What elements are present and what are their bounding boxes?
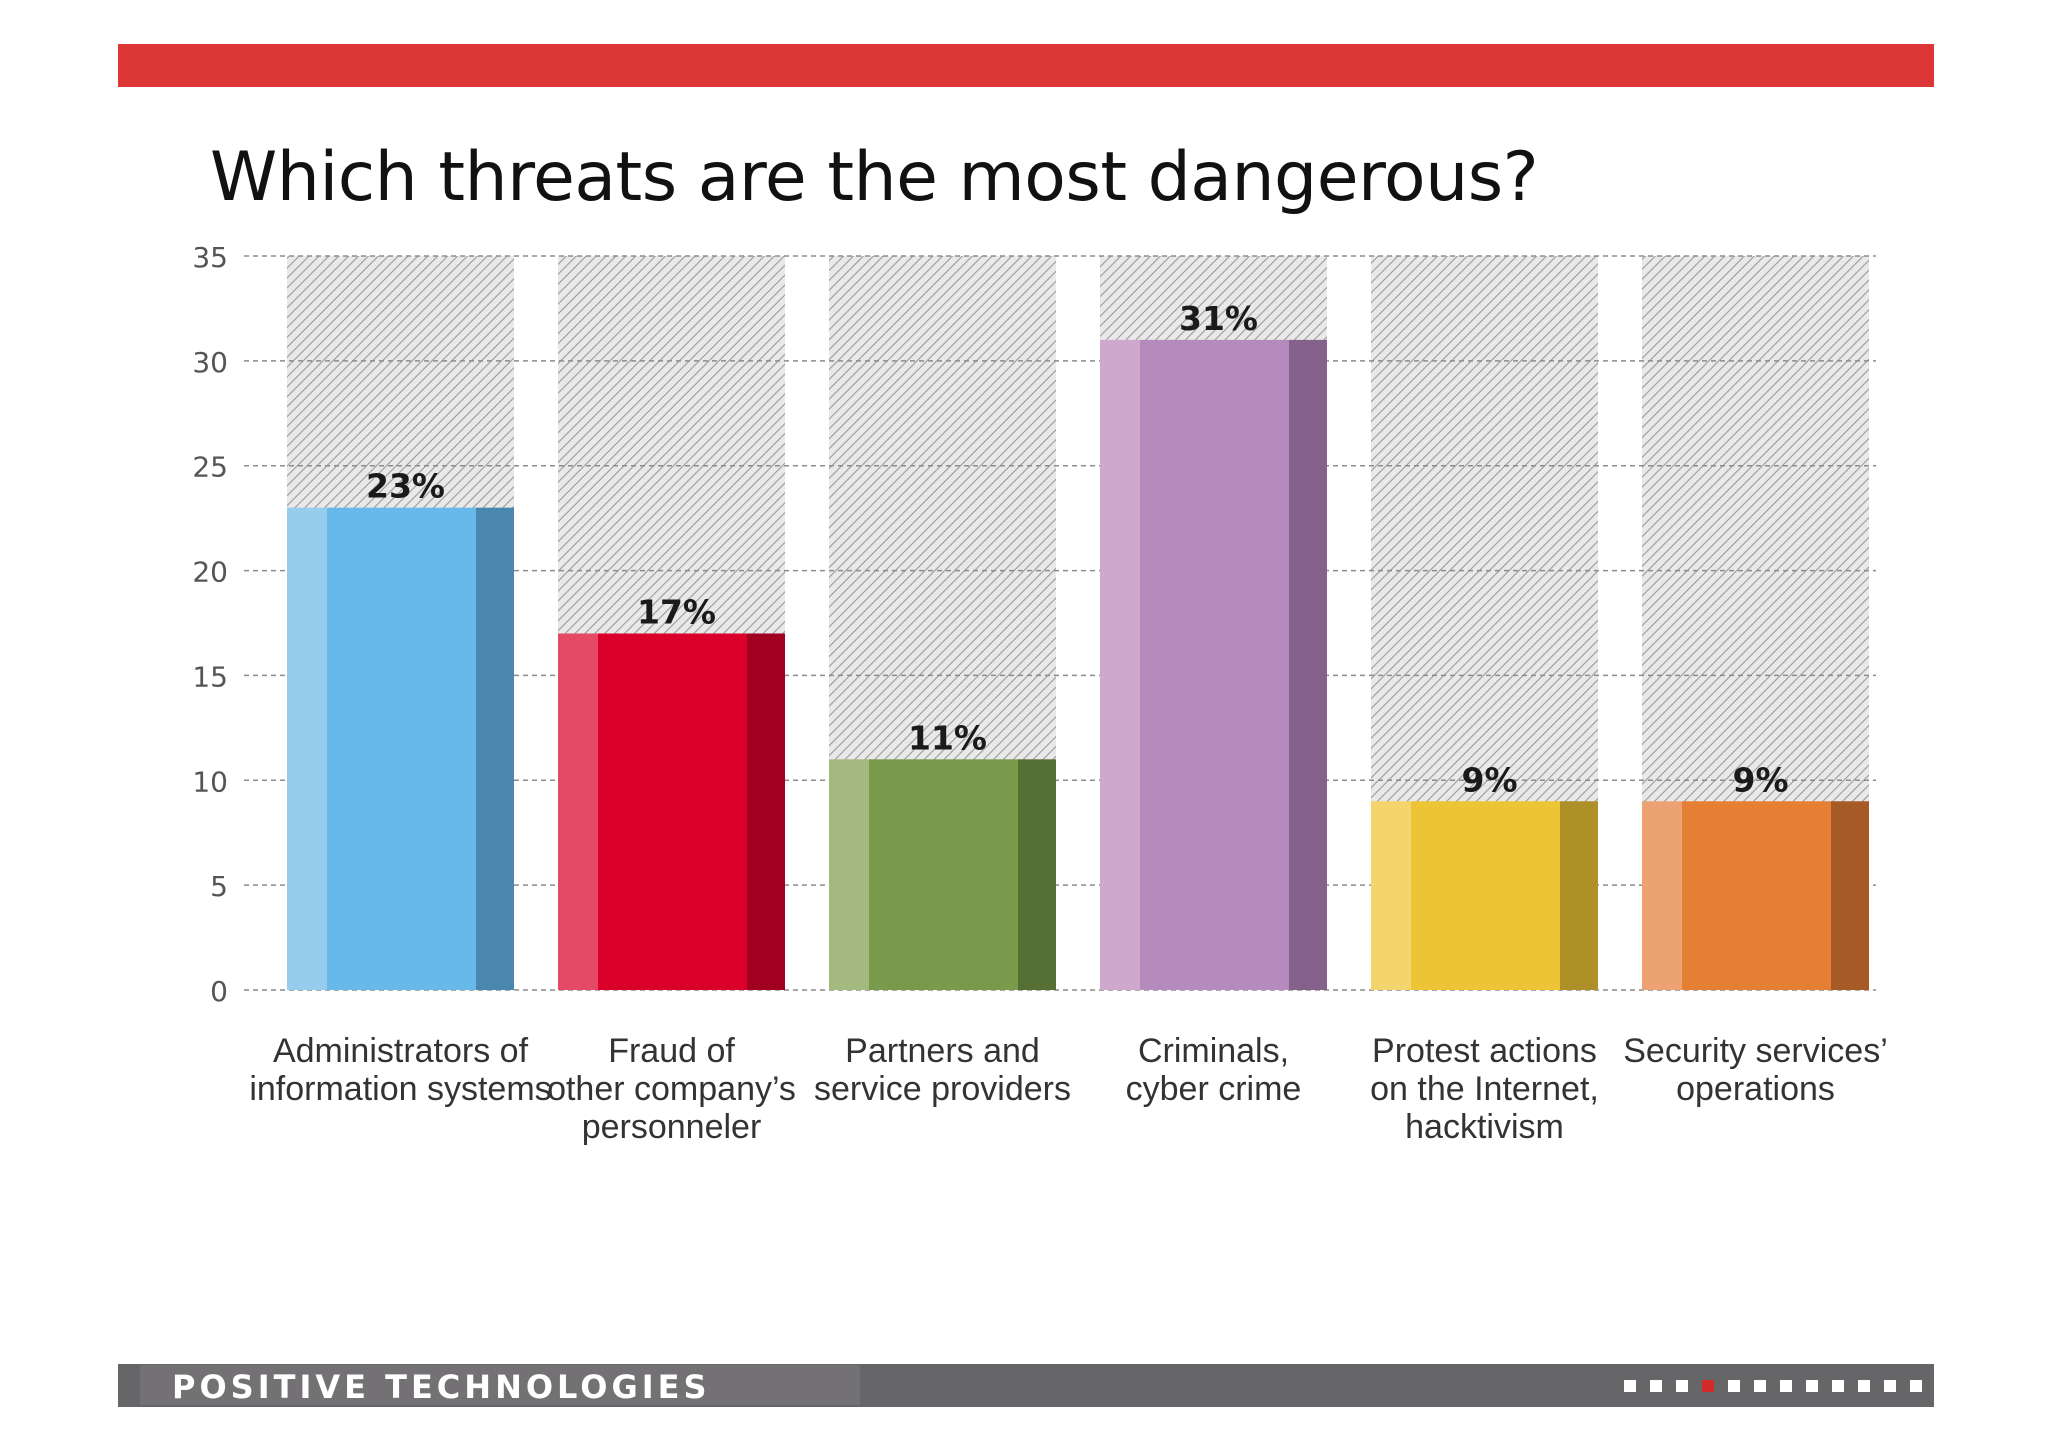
- bar: [287, 507, 514, 990]
- pager-dot: [1650, 1380, 1662, 1392]
- bar-face-dark: [1831, 801, 1869, 990]
- bar-face-dark: [1018, 759, 1056, 990]
- pager-dot: [1858, 1380, 1870, 1392]
- y-tick-label: 35: [192, 241, 228, 274]
- pager-dot: [1884, 1380, 1896, 1392]
- category-label-line: hacktivism: [1405, 1108, 1564, 1146]
- bar-face-light: [1100, 339, 1140, 990]
- footer-bar: POSITIVE TECHNOLOGIES: [118, 1364, 1934, 1407]
- bar: [1371, 801, 1598, 990]
- y-tick-label: 25: [192, 451, 228, 484]
- y-tick-label: 0: [210, 975, 228, 1008]
- data-label: 11%: [908, 718, 987, 757]
- bar-face-light: [1642, 801, 1682, 990]
- category-label-line: on the Internet,: [1370, 1070, 1599, 1108]
- category-label-line: Security services’: [1623, 1032, 1888, 1070]
- category-label-line: operations: [1676, 1070, 1835, 1108]
- pager-dot-current: [1702, 1380, 1714, 1392]
- data-label: 9%: [1461, 760, 1517, 799]
- category-label-line: Administrators of: [273, 1032, 529, 1070]
- category-label-line: personneler: [582, 1108, 762, 1146]
- y-tick-label: 10: [192, 765, 228, 798]
- pager-dot: [1780, 1380, 1792, 1392]
- data-label: 23%: [366, 467, 445, 506]
- category-label: Fraud of other company’s personneler: [547, 1032, 796, 1146]
- bar: [1100, 339, 1327, 990]
- category-label-line: cyber crime: [1126, 1070, 1302, 1108]
- pager-dot: [1754, 1380, 1766, 1392]
- bar-face-light: [558, 633, 598, 990]
- category-label: Protest actions on the Internet, hacktivis…: [1370, 1032, 1599, 1146]
- bar-face-light: [829, 759, 869, 990]
- bar-face-dark: [476, 507, 514, 990]
- bar-face-main: [869, 759, 1018, 990]
- category-label-line: Partners and: [845, 1032, 1040, 1070]
- bars: [287, 339, 1869, 990]
- bar-face-dark: [747, 633, 785, 990]
- bar: [558, 633, 785, 990]
- bar-face-light: [1371, 801, 1411, 990]
- bar-face-dark: [1560, 801, 1598, 990]
- y-tick-label: 30: [192, 346, 228, 379]
- category-label-line: information systems: [249, 1070, 551, 1108]
- pager-dot: [1676, 1380, 1688, 1392]
- category-label-line: Fraud of: [608, 1032, 735, 1070]
- category-label-line: other company’s: [547, 1070, 796, 1108]
- bar: [829, 759, 1056, 990]
- data-label: 17%: [637, 592, 716, 631]
- data-labels: 23% 17% 11% 31% 9% 9%: [366, 299, 1789, 799]
- bar-face-dark: [1289, 339, 1327, 990]
- chart-title: Which threats are the most dangerous?: [210, 138, 1539, 217]
- footer-logo-box: POSITIVE TECHNOLOGIES: [140, 1365, 860, 1406]
- y-tick-label: 20: [192, 556, 228, 589]
- bar-face-main: [598, 633, 747, 990]
- pager-dot: [1806, 1380, 1818, 1392]
- category-label-line: service providers: [814, 1070, 1071, 1108]
- category-label-line: Criminals,: [1138, 1032, 1289, 1070]
- y-axis-ticks: 0 5 10 15 20 25 30 35: [192, 241, 228, 1008]
- company-logo: POSITIVE TECHNOLOGIES: [172, 1368, 711, 1406]
- category-label-line: Protest actions: [1372, 1032, 1597, 1070]
- y-tick-label: 15: [192, 660, 228, 693]
- category-label: Partners and service providers: [814, 1032, 1071, 1108]
- bar-face-light: [287, 507, 327, 990]
- bar-face-main: [1682, 801, 1831, 990]
- pager-dot: [1728, 1380, 1740, 1392]
- gridlines: [244, 255, 1876, 991]
- category-label: Administrators of information systems: [249, 1032, 551, 1108]
- category-labels: Administrators of information systemsFrau…: [249, 1032, 1887, 1146]
- slide-pager: [1624, 1380, 1922, 1392]
- bar-face-main: [327, 507, 476, 990]
- bar-backgrounds: [287, 256, 1869, 990]
- data-label: 9%: [1732, 760, 1788, 799]
- bar-face-main: [1411, 801, 1560, 990]
- pager-dot: [1624, 1380, 1636, 1392]
- data-label: 31%: [1179, 299, 1258, 338]
- category-label: Security services’ operations: [1623, 1032, 1888, 1108]
- bar-face-main: [1140, 339, 1289, 990]
- top-accent-bar: [118, 44, 1934, 87]
- bar: [1642, 801, 1869, 990]
- category-label: Criminals, cyber crime: [1126, 1032, 1302, 1108]
- pager-dot: [1910, 1380, 1922, 1392]
- y-tick-label: 5: [210, 870, 228, 903]
- pager-dot: [1832, 1380, 1844, 1392]
